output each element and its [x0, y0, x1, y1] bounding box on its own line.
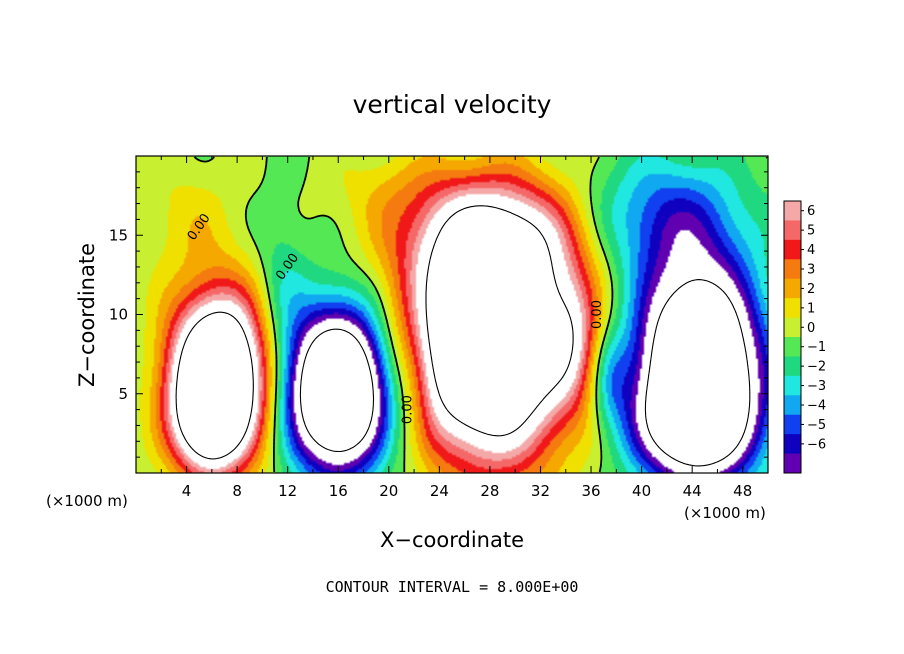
colorbar-label: 6 [807, 204, 815, 219]
colorbar-label: 3 [807, 263, 815, 278]
colorbar-label: 1 [807, 301, 815, 316]
colorbar-swatch [784, 434, 801, 455]
x-unit-right: (×1000 m) [684, 504, 766, 522]
x-tick-label: 8 [232, 482, 242, 500]
contour-level [175, 205, 574, 460]
colorbar-label: 0 [807, 321, 815, 336]
colorbar-swatch [784, 220, 801, 241]
colorbar-label: 2 [807, 282, 815, 297]
contour-interval-note: CONTOUR INTERVAL = 8.000E+00 [326, 578, 579, 596]
x-tick-label: 20 [379, 482, 398, 500]
colorbar-label: −6 [807, 437, 826, 452]
colorbar-label: −3 [807, 379, 826, 394]
colorbar-swatch [784, 201, 801, 221]
x-tick-label: 40 [632, 482, 651, 500]
y-tick-label: 10 [109, 306, 128, 324]
colorbar: 6 5 4 3 2 1 0 −1 −2 −3 −4 −5 −6 [783, 200, 826, 474]
colorbar-label: −2 [807, 360, 826, 375]
colorbar-swatch [784, 259, 801, 280]
colorbar-swatch [784, 414, 801, 435]
x-tick-label: 36 [581, 482, 600, 500]
x-tick-label: 12 [278, 482, 297, 500]
x-tick-label: 48 [733, 482, 752, 500]
colorbar-swatch [784, 395, 801, 416]
colorbar-swatch [784, 375, 801, 396]
x-axis-ticks: 4 8 12 16 20 24 28 32 36 40 44 48 [160, 156, 752, 500]
colorbar-swatch [784, 298, 801, 319]
x-unit-left: (×1000 m) [46, 492, 128, 510]
y-axis-ticks: 5 10 15 [109, 171, 768, 458]
x-tick-label: 16 [329, 482, 348, 500]
colorbar-label: 5 [807, 224, 815, 239]
x-tick-label: 32 [531, 482, 550, 500]
colorbar-swatch [784, 356, 801, 377]
x-axis-label: X−coordinate [380, 528, 524, 552]
x-tick-label: 28 [480, 482, 499, 500]
colorbar-label: −4 [807, 399, 826, 414]
colorbar-label: −1 [807, 340, 826, 355]
colorbar-swatch [784, 453, 801, 474]
contour-lines [175, 156, 768, 473]
colorbar-swatch [784, 317, 801, 338]
contour-label: 0.00 [400, 395, 415, 424]
colorbar-label: 4 [807, 243, 815, 258]
colorbar-swatch [784, 278, 801, 299]
colorbar-swatch [784, 337, 801, 357]
y-tick-label: 5 [118, 385, 128, 403]
y-axis-label: Z−coordinate [75, 243, 99, 387]
chart-title: vertical velocity [353, 90, 552, 119]
colorbar-frame [783, 200, 802, 474]
contour-level [193, 156, 768, 473]
colorbar-label: −5 [807, 418, 826, 433]
x-tick-label: 4 [182, 482, 192, 500]
x-tick-label: 44 [683, 482, 702, 500]
y-tick-label: 15 [109, 226, 128, 244]
x-tick-label: 24 [430, 482, 449, 500]
colorbar-swatch [784, 239, 801, 260]
contour-level [299, 279, 751, 467]
velocity-field [136, 156, 768, 473]
contour-label: 0.00 [590, 300, 605, 329]
plot-area: 0.000.000.000.00 [135, 155, 769, 474]
